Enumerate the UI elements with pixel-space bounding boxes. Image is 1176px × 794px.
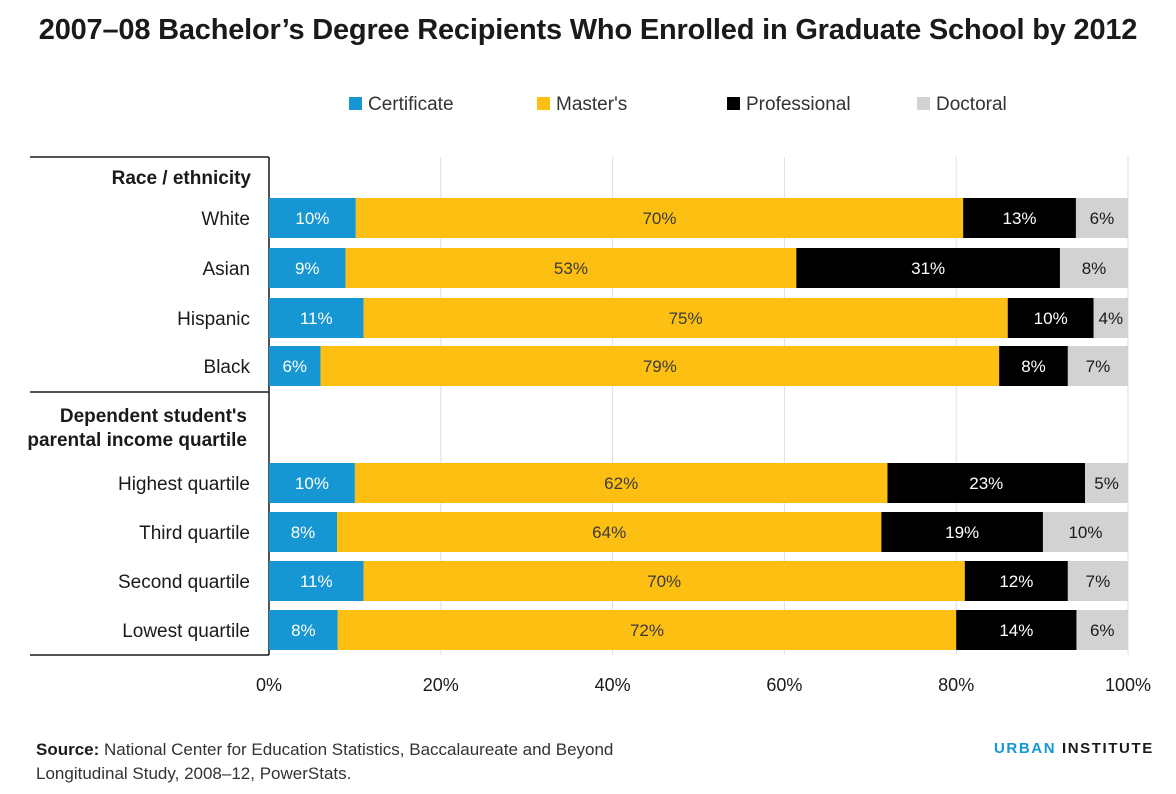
bar-segment: [355, 198, 964, 238]
bar-segment: [269, 512, 338, 552]
data-label: 8%: [291, 621, 316, 640]
data-label: 53%: [554, 259, 588, 278]
data-label: 10%: [295, 209, 329, 228]
bar-segment: [1093, 298, 1128, 338]
bar-segment: [337, 610, 957, 650]
data-label: 12%: [999, 572, 1033, 591]
data-label: 9%: [295, 259, 320, 278]
data-label: 31%: [911, 259, 945, 278]
bar-segment: [1059, 248, 1128, 288]
source-line-2: Longitudinal Study, 2008–12, PowerStats.: [36, 764, 352, 783]
data-label: 6%: [1090, 209, 1115, 228]
data-label: 79%: [643, 357, 677, 376]
data-label: 10%: [1068, 523, 1102, 542]
bar-segment: [269, 610, 338, 650]
brand-logo: URBAN INSTITUTE: [994, 740, 1154, 757]
category-label: Highest quartile: [118, 474, 250, 495]
data-label: 8%: [1021, 357, 1046, 376]
data-label: 11%: [300, 572, 333, 591]
bar-segment: [363, 561, 965, 601]
bar-segment: [363, 298, 1008, 338]
bar-segment: [1007, 298, 1094, 338]
bar-segment: [269, 298, 364, 338]
bar-segment: [999, 346, 1068, 386]
bar-segment: [269, 198, 356, 238]
brand-part-1: URBAN: [994, 740, 1057, 757]
category-label: Third quartile: [139, 523, 250, 544]
legend-swatch-0: [349, 97, 362, 110]
group-header: Race / ethnicity: [112, 168, 252, 189]
data-label: 8%: [291, 523, 316, 542]
legend-label-3: Doctoral: [936, 94, 1007, 115]
bar-segment: [1067, 561, 1128, 601]
data-label: 7%: [1086, 572, 1111, 591]
data-label: 70%: [642, 209, 676, 228]
data-label: 10%: [295, 474, 329, 493]
data-label: 19%: [945, 523, 979, 542]
data-label: 4%: [1099, 309, 1124, 328]
data-label: 64%: [592, 523, 626, 542]
group-header-line-1: Dependent student's: [60, 406, 247, 427]
category-label: White: [201, 209, 250, 230]
bar-segment: [1076, 610, 1128, 650]
source-label: Source:: [36, 740, 100, 759]
category-label: Black: [204, 357, 251, 378]
legend-swatch-2: [727, 97, 740, 110]
brand-part-2: INSTITUTE: [1061, 740, 1154, 757]
category-label: Asian: [202, 259, 250, 280]
bar-segment: [269, 248, 346, 288]
bar-segment: [1075, 198, 1128, 238]
group-header-line-2: parental income quartile: [27, 430, 247, 451]
data-label: 7%: [1086, 357, 1111, 376]
bar-segment: [964, 561, 1068, 601]
data-label: 62%: [604, 474, 638, 493]
bar-segment: [881, 512, 1043, 552]
data-label: 14%: [999, 621, 1033, 640]
x-tick-label: 40%: [595, 675, 631, 695]
legend-label-1: Master's: [556, 94, 627, 115]
data-label: 23%: [969, 474, 1003, 493]
bar-segment: [956, 610, 1077, 650]
bar-segment: [337, 512, 882, 552]
bar-segment: [887, 463, 1086, 503]
data-label: 72%: [630, 621, 664, 640]
bar-segment: [320, 346, 1000, 386]
bar-segment: [269, 346, 321, 386]
data-label: 70%: [647, 572, 681, 591]
category-label: Hispanic: [177, 309, 250, 330]
bar-segment: [796, 248, 1060, 288]
bar-segment: [269, 561, 364, 601]
x-tick-label: 80%: [938, 675, 974, 695]
source-note: Source: National Center for Education St…: [36, 738, 613, 786]
x-tick-label: 20%: [423, 675, 459, 695]
chart-title: 2007–08 Bachelor’s Degree Recipients Who…: [38, 14, 1138, 46]
x-tick-label: 100%: [1105, 675, 1151, 695]
data-label: 5%: [1094, 474, 1119, 493]
data-label: 6%: [1090, 621, 1115, 640]
data-label: 10%: [1034, 309, 1068, 328]
legend-label-0: Certificate: [368, 94, 454, 115]
x-tick-label: 60%: [766, 675, 802, 695]
data-label: 75%: [669, 309, 703, 328]
legend-label-2: Professional: [746, 94, 851, 115]
bar-segment: [1085, 463, 1128, 503]
x-tick-label: 0%: [256, 675, 282, 695]
data-label: 8%: [1082, 259, 1107, 278]
bar-segment: [269, 463, 355, 503]
bar-segment: [345, 248, 797, 288]
data-label: 6%: [282, 357, 307, 376]
data-label: 13%: [1003, 209, 1037, 228]
category-label: Second quartile: [118, 572, 250, 593]
bar-segment: [1042, 512, 1128, 552]
source-line-1: National Center for Education Statistics…: [104, 740, 614, 759]
bar-segment: [1067, 346, 1128, 386]
bar-segment: [963, 198, 1076, 238]
legend-swatch-3: [917, 97, 930, 110]
bar-segment: [354, 463, 888, 503]
legend-swatch-1: [537, 97, 550, 110]
category-label: Lowest quartile: [122, 621, 250, 642]
data-label: 11%: [300, 309, 333, 328]
